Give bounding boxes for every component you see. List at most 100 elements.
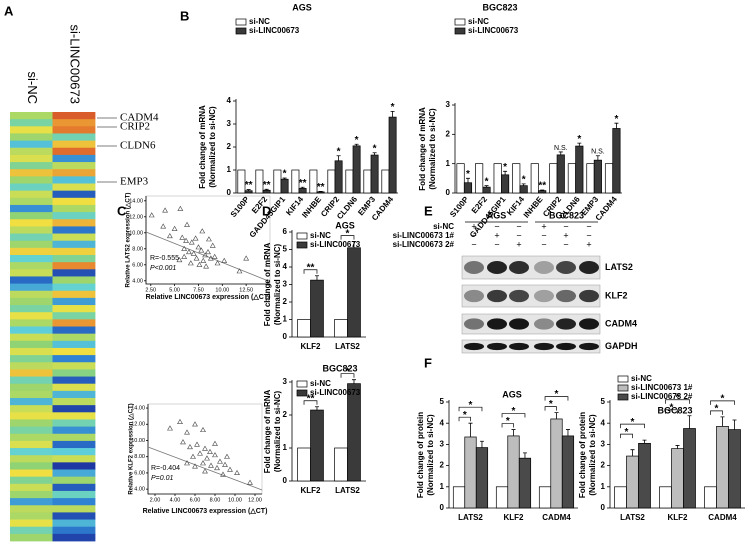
treatment-sign: − — [471, 239, 476, 249]
x-axis-label: Relative LINC00673 expression (△CT) — [143, 508, 268, 515]
heatmap-cell — [10, 347, 53, 356]
error-bar — [372, 152, 377, 156]
x-tick-label: CADM4 — [542, 513, 571, 522]
heatmap-cell — [10, 355, 53, 363]
error-bar — [264, 188, 269, 191]
y-tick-label: 3 — [227, 119, 232, 128]
heatmap-cell — [10, 276, 53, 284]
legend-swatch — [296, 241, 308, 249]
chart-title: BGC823 — [482, 2, 517, 12]
band — [556, 289, 576, 303]
band — [464, 318, 484, 330]
bar — [550, 418, 563, 509]
point — [243, 255, 250, 261]
significance: * — [506, 416, 510, 427]
significance: * — [391, 102, 395, 113]
x-tick-label: CLDN6 — [335, 194, 359, 221]
significance: ** — [299, 178, 307, 189]
heatmap-cell — [10, 262, 53, 270]
legend-label: si-LINC00673 1# — [631, 383, 693, 392]
significance: N.S. — [591, 149, 605, 156]
significance: * — [721, 393, 725, 404]
point — [184, 460, 190, 466]
bar — [612, 128, 621, 194]
bar — [309, 169, 318, 194]
heatmap-cell — [52, 455, 96, 463]
point — [177, 418, 183, 424]
heatmap-cell — [10, 440, 53, 449]
bar — [347, 247, 361, 338]
legend-swatch — [235, 27, 247, 35]
bar — [493, 163, 502, 194]
bar — [586, 163, 595, 194]
heatmap-cell — [52, 169, 96, 177]
heatmap-cell — [52, 326, 96, 335]
y-tick-label: 3 — [446, 100, 451, 109]
band — [556, 318, 576, 330]
bar — [604, 163, 614, 194]
significance: * — [485, 176, 489, 187]
bar — [297, 447, 311, 482]
legend-label: si-LINC00673 — [310, 388, 361, 397]
treatment-sign: + — [494, 230, 499, 240]
bar — [280, 178, 289, 194]
heatmap-cell — [10, 376, 53, 385]
significance: * — [469, 400, 473, 411]
error-bar — [614, 122, 619, 129]
heatmap-cell — [52, 419, 96, 427]
y-axis-label: (Normalized to si-NC) — [273, 391, 282, 473]
point — [236, 268, 243, 274]
point — [186, 248, 192, 255]
heatmap-cell — [52, 162, 96, 170]
heatmap-cell — [52, 140, 96, 149]
bar — [575, 145, 584, 194]
bar — [291, 169, 300, 194]
heatmap-cell — [10, 240, 53, 249]
heatmap-cell — [52, 212, 96, 220]
point — [192, 463, 198, 469]
bar — [495, 486, 509, 509]
significance-bracket — [340, 235, 355, 240]
y-tick-label: 1 — [227, 165, 232, 174]
bar — [683, 428, 696, 509]
bar — [388, 116, 397, 194]
heatmap-cell — [52, 498, 96, 506]
heatmap-cell — [10, 269, 53, 277]
treatment-sign: − — [541, 239, 546, 249]
heatmap-cell — [10, 290, 53, 299]
heatmap-cell — [52, 319, 96, 327]
x-tick-label: KLF2 — [668, 513, 689, 522]
x-tick-label: S100P — [448, 194, 471, 219]
point — [212, 440, 218, 446]
y-tick-label: 3 — [283, 377, 288, 386]
point — [179, 234, 186, 240]
treatment-sign: + — [471, 221, 476, 231]
heatmap-cell — [10, 176, 53, 184]
heatmap-cell — [52, 333, 96, 342]
bar — [671, 448, 684, 509]
treatment-sign: − — [563, 239, 568, 249]
heatmap-cell — [52, 190, 96, 199]
heatmap-cell — [10, 498, 53, 506]
heatmap-cell — [52, 204, 96, 213]
treatment-sign: + — [586, 239, 591, 249]
error-bar — [720, 416, 725, 427]
legend-swatch — [617, 375, 629, 383]
significance: ** — [263, 180, 271, 191]
error-bar — [565, 429, 570, 436]
legend-swatch — [617, 393, 629, 401]
point — [187, 260, 194, 266]
point — [212, 452, 218, 458]
significance: * — [522, 175, 526, 186]
bar — [728, 429, 741, 509]
x-tick-label: KLF2 — [504, 513, 525, 522]
point — [220, 471, 226, 477]
error-bar — [642, 439, 647, 444]
bar — [626, 455, 639, 509]
x-tick-label: 12.00 — [248, 497, 262, 503]
error-bar — [540, 189, 545, 191]
heatmap-cell — [10, 154, 53, 163]
x-tick-label: 8.00 — [210, 497, 221, 503]
band — [509, 261, 529, 274]
heatmap-cell — [52, 347, 96, 356]
